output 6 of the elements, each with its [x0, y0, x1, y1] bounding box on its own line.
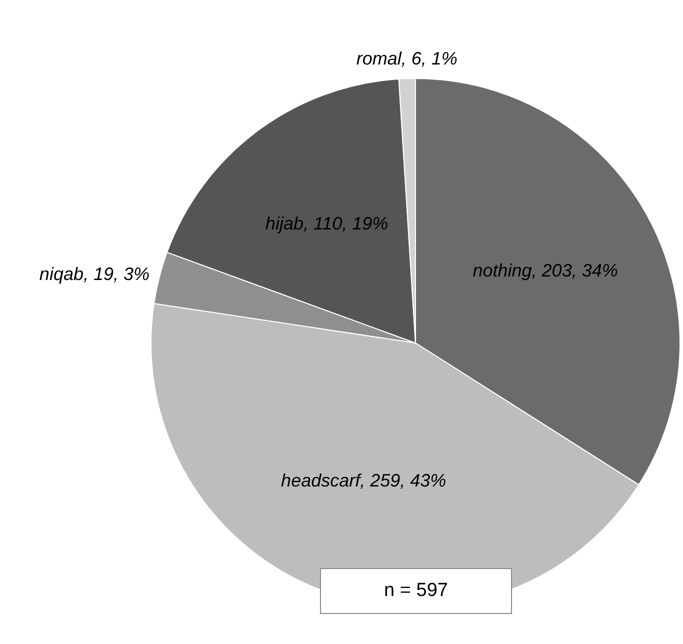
slice-label: hijab, 110, 19%	[265, 213, 388, 234]
slice-label: niqab, 19, 3%	[39, 264, 150, 284]
slice-label: romal, 6, 1%	[356, 48, 458, 69]
slice-label: nothing, 203, 34%	[472, 260, 618, 281]
slice-label: headscarf, 259, 43%	[281, 470, 446, 491]
text: n = 597	[320, 568, 512, 614]
